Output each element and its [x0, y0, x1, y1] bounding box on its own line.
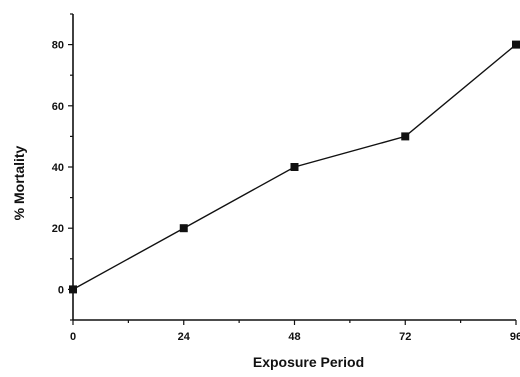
data-point-marker [69, 285, 77, 294]
y-tick-label: 20 [52, 223, 64, 235]
x-axis-title: Exposure Period [253, 354, 364, 370]
y-tick-label: 80 [52, 40, 64, 52]
x-tick-label: 96 [510, 331, 520, 343]
y-tick-label: 40 [52, 162, 64, 174]
y-tick-label: 0 [58, 284, 64, 296]
data-point-marker [512, 40, 520, 49]
data-point-marker [401, 132, 410, 141]
series-group [69, 40, 520, 294]
data-point-marker [179, 224, 188, 233]
y-tick-label: 60 [52, 101, 64, 113]
data-point-marker [290, 163, 299, 171]
x-tick-label: 48 [288, 331, 300, 343]
x-tick-label: 72 [399, 331, 411, 343]
tick-labels: 0 24 48 72 96 0 20 40 60 80 [52, 40, 520, 343]
x-tick-label: 24 [178, 331, 191, 343]
x-tick-label: 0 [70, 331, 76, 343]
y-axis-title: % Mortality [11, 145, 27, 220]
